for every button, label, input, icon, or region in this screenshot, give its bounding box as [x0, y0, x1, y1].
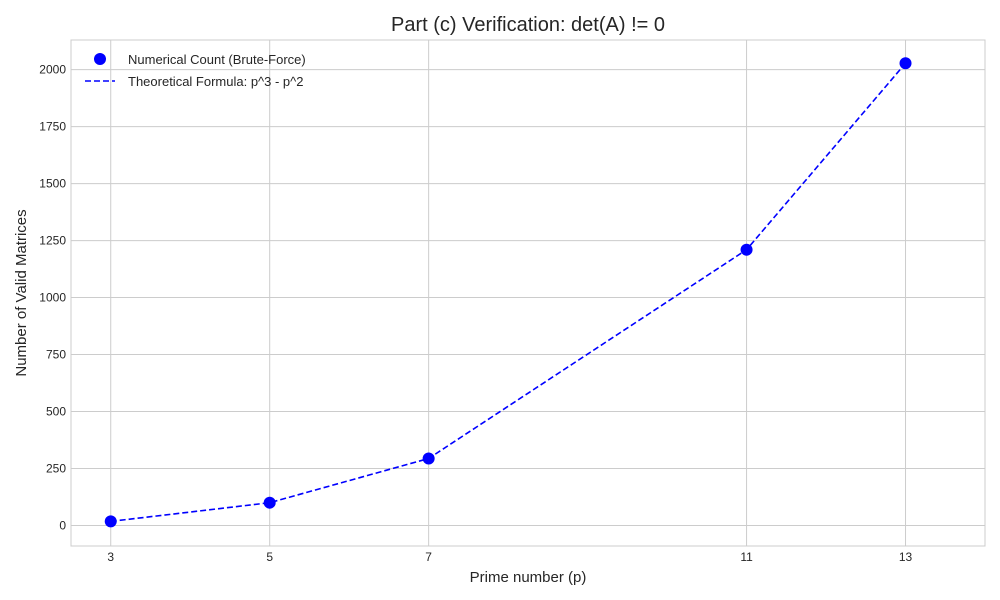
- numerical-count-point: [422, 452, 435, 465]
- x-axis-title: Prime number (p): [470, 569, 587, 586]
- legend-label-numerical: Numerical Count (Brute-Force): [128, 52, 306, 67]
- x-tick-label: 3: [107, 550, 114, 564]
- legend: Numerical Count (Brute-Force) Theoretica…: [85, 52, 306, 89]
- y-tick-label: 2000: [39, 63, 66, 77]
- y-axis-title: Number of Valid Matrices: [13, 209, 30, 376]
- y-tick-label: 500: [46, 405, 66, 419]
- x-tick-label: 11: [740, 550, 753, 564]
- numerical-count-point: [740, 243, 753, 256]
- series-layer: [104, 57, 912, 528]
- y-tick-label: 250: [46, 462, 66, 476]
- numerical-count-point: [899, 57, 912, 70]
- y-tick-label: 1000: [39, 291, 66, 305]
- y-axis-ticks: 0 250 500 750 1000 1250 1500 1750 2000: [39, 63, 66, 533]
- x-tick-label: 13: [899, 550, 913, 564]
- x-tick-label: 5: [266, 550, 273, 564]
- chart-title: Part (c) Verification: det(A) != 0: [391, 14, 665, 36]
- y-tick-label: 1750: [39, 120, 66, 134]
- y-tick-label: 750: [46, 348, 66, 362]
- plot-area: [70, 39, 986, 547]
- numerical-count-point: [104, 515, 117, 528]
- numerical-count-point: [263, 496, 276, 509]
- x-tick-label: 7: [425, 550, 432, 564]
- y-tick-label: 1500: [39, 177, 66, 191]
- y-tick-label: 0: [59, 518, 66, 532]
- y-tick-label: 1250: [39, 234, 66, 248]
- legend-label-theoretical: Theoretical Formula: p^3 - p^2: [128, 74, 304, 89]
- legend-marker-numerical: [94, 53, 106, 65]
- grid: [71, 40, 985, 546]
- x-axis-ticks: 3 5 7 11 13: [107, 550, 912, 564]
